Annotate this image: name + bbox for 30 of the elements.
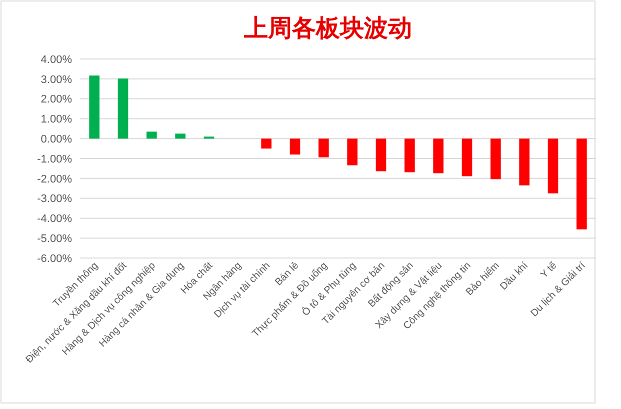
y-tick-label: -6.00% (37, 252, 72, 265)
bar (347, 138, 358, 166)
y-tick-label: 0.00% (40, 133, 72, 146)
y-tick-label: 4.00% (40, 54, 72, 66)
bar (261, 138, 272, 149)
y-tick-label: -4.00% (37, 213, 72, 226)
bar (576, 138, 587, 230)
y-tick-label: -1.00% (37, 153, 72, 166)
bar (404, 138, 415, 172)
bar (548, 138, 558, 194)
x-tick-label: Y tế (538, 260, 560, 281)
y-tick-label: 1.00% (40, 114, 72, 126)
bar (318, 138, 329, 158)
bar (175, 134, 186, 139)
bar (519, 138, 530, 186)
x-tick-label: Dầu khí (498, 260, 531, 292)
bar (118, 78, 128, 139)
bar (146, 132, 157, 139)
bar (490, 138, 501, 180)
y-tick-label: -3.00% (37, 193, 72, 206)
bar (462, 138, 472, 176)
bar (433, 138, 444, 174)
chart-title: 上周各板块波动 (243, 13, 412, 42)
bar (89, 76, 100, 139)
bar (376, 138, 386, 172)
y-tick-label: 3.00% (40, 74, 72, 86)
y-tick-label: -2.00% (37, 173, 72, 186)
y-tick-label: 2.00% (40, 94, 72, 106)
bar (290, 138, 300, 155)
y-tick-label: -5.00% (37, 232, 72, 245)
